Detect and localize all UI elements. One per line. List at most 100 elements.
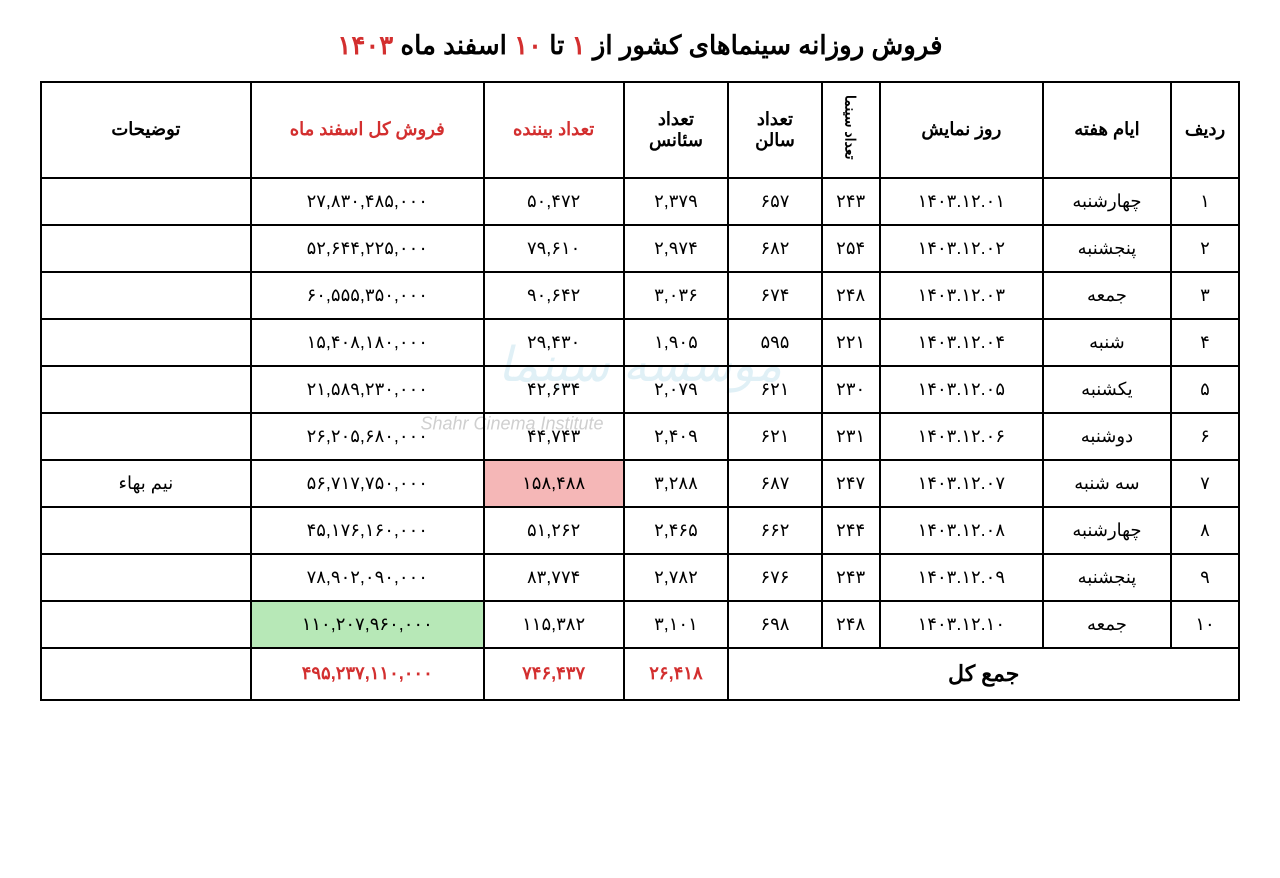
cell-sales: ۵۶,۷۱۷,۷۵۰,۰۰۰ [251, 460, 484, 507]
cell-date: ۱۴۰۳.۱۲.۰۱ [880, 178, 1043, 225]
cell-sales: ۵۲,۶۴۴,۲۲۵,۰۰۰ [251, 225, 484, 272]
cell-date: ۱۴۰۳.۱۲.۰۷ [880, 460, 1043, 507]
cell-notes [41, 225, 251, 272]
cell-sales: ۲۶,۲۰۵,۶۸۰,۰۰۰ [251, 413, 484, 460]
cell-weekday: پنجشنبه [1043, 225, 1171, 272]
title-year: ۱۴۰۳ [337, 30, 393, 60]
table-row: ۱۰جمعه۱۴۰۳.۱۲.۱۰۲۴۸۶۹۸۳,۱۰۱۱۱۵,۳۸۲۱۱۰,۲۰… [41, 601, 1239, 648]
cell-row-num: ۱۰ [1171, 601, 1239, 648]
table-row: ۲پنجشنبه۱۴۰۳.۱۲.۰۲۲۵۴۶۸۲۲,۹۷۴۷۹,۶۱۰۵۲,۶۴… [41, 225, 1239, 272]
cell-date: ۱۴۰۳.۱۲.۰۹ [880, 554, 1043, 601]
cell-row-num: ۵ [1171, 366, 1239, 413]
header-notes: توضیحات [41, 82, 251, 178]
cell-viewer: ۵۱,۲۶۲ [484, 507, 624, 554]
header-cinema-count: تعداد سینما [822, 82, 880, 178]
table-row: ۴شنبه۱۴۰۳.۱۲.۰۴۲۲۱۵۹۵۱,۹۰۵۲۹,۴۳۰۱۵,۴۰۸,۱… [41, 319, 1239, 366]
cell-sales: ۲۷,۸۳۰,۴۸۵,۰۰۰ [251, 178, 484, 225]
cell-viewer: ۱۱۵,۳۸۲ [484, 601, 624, 648]
cell-session: ۳,۱۰۱ [624, 601, 729, 648]
table-row: ۳جمعه۱۴۰۳.۱۲.۰۳۲۴۸۶۷۴۳,۰۳۶۹۰,۶۴۲۶۰,۵۵۵,۳… [41, 272, 1239, 319]
cell-session: ۳,۲۸۸ [624, 460, 729, 507]
cell-sales: ۲۱,۵۸۹,۲۳۰,۰۰۰ [251, 366, 484, 413]
cell-weekday: دوشنبه [1043, 413, 1171, 460]
cell-row-num: ۹ [1171, 554, 1239, 601]
cell-row-num: ۴ [1171, 319, 1239, 366]
cell-session: ۲,۰۷۹ [624, 366, 729, 413]
cell-date: ۱۴۰۳.۱۲.۱۰ [880, 601, 1043, 648]
cell-weekday: سه شنبه [1043, 460, 1171, 507]
table-row: ۸چهارشنبه۱۴۰۳.۱۲.۰۸۲۴۴۶۶۲۲,۴۶۵۵۱,۲۶۲۴۵,۱… [41, 507, 1239, 554]
header-row: ردیف ایام هفته روز نمایش تعداد سینما تعد… [41, 82, 1239, 178]
cell-notes [41, 507, 251, 554]
cell-weekday: چهارشنبه [1043, 178, 1171, 225]
cell-hall: ۶۷۴ [728, 272, 821, 319]
header-weekday: ایام هفته [1043, 82, 1171, 178]
cell-notes [41, 413, 251, 460]
cell-date: ۱۴۰۳.۱۲.۰۲ [880, 225, 1043, 272]
table-row: ۱چهارشنبه۱۴۰۳.۱۲.۰۱۲۴۳۶۵۷۲,۳۷۹۵۰,۴۷۲۲۷,۸… [41, 178, 1239, 225]
header-showdate: روز نمایش [880, 82, 1043, 178]
cell-row-num: ۷ [1171, 460, 1239, 507]
cell-session: ۱,۹۰۵ [624, 319, 729, 366]
title-num10: ۱۰ [514, 30, 542, 60]
cell-hall: ۶۸۲ [728, 225, 821, 272]
cell-notes [41, 178, 251, 225]
page-title: فروش روزانه سینماهای کشور از ۱ تا ۱۰ اسف… [40, 30, 1240, 61]
cell-session: ۲,۴۰۹ [624, 413, 729, 460]
cell-row-num: ۳ [1171, 272, 1239, 319]
cell-row-num: ۲ [1171, 225, 1239, 272]
cell-weekday: پنجشنبه [1043, 554, 1171, 601]
cell-viewer: ۱۵۸,۴۸۸ [484, 460, 624, 507]
cell-hall: ۶۷۶ [728, 554, 821, 601]
cell-viewer: ۸۳,۷۷۴ [484, 554, 624, 601]
cell-weekday: شنبه [1043, 319, 1171, 366]
cell-cinema: ۲۳۰ [822, 366, 880, 413]
header-viewer-count: تعداد بیننده [484, 82, 624, 178]
cell-date: ۱۴۰۳.۱۲.۰۵ [880, 366, 1043, 413]
total-label: جمع کل [728, 648, 1239, 700]
cell-viewer: ۵۰,۴۷۲ [484, 178, 624, 225]
cell-session: ۲,۷۸۲ [624, 554, 729, 601]
total-row: جمع کل ۲۶,۴۱۸ ۷۴۶,۴۳۷ ۴۹۵,۲۳۷,۱۱۰,۰۰۰ [41, 648, 1239, 700]
cell-hall: ۶۲۱ [728, 413, 821, 460]
cell-row-num: ۱ [1171, 178, 1239, 225]
cell-cinema: ۲۴۸ [822, 601, 880, 648]
cell-sales: ۱۵,۴۰۸,۱۸۰,۰۰۰ [251, 319, 484, 366]
cell-row-num: ۸ [1171, 507, 1239, 554]
cell-hall: ۵۹۵ [728, 319, 821, 366]
cell-viewer: ۴۲,۶۳۴ [484, 366, 624, 413]
header-total-sales: فروش کل اسفند ماه [251, 82, 484, 178]
title-mid: تا [542, 30, 572, 60]
cell-cinema: ۲۳۱ [822, 413, 880, 460]
cell-sales: ۴۵,۱۷۶,۱۶۰,۰۰۰ [251, 507, 484, 554]
cell-weekday: جمعه [1043, 601, 1171, 648]
cell-hall: ۶۵۷ [728, 178, 821, 225]
cell-notes [41, 319, 251, 366]
cell-sales: ۶۰,۵۵۵,۳۵۰,۰۰۰ [251, 272, 484, 319]
total-sales: ۴۹۵,۲۳۷,۱۱۰,۰۰۰ [251, 648, 484, 700]
cell-notes: نیم بهاء [41, 460, 251, 507]
cell-viewer: ۲۹,۴۳۰ [484, 319, 624, 366]
header-hall-count: تعداد سالن [728, 82, 821, 178]
title-num1: ۱ [572, 30, 586, 60]
table-row: ۹پنجشنبه۱۴۰۳.۱۲.۰۹۲۴۳۶۷۶۲,۷۸۲۸۳,۷۷۴۷۸,۹۰… [41, 554, 1239, 601]
cell-hall: ۶۲۱ [728, 366, 821, 413]
cell-sales: ۱۱۰,۲۰۷,۹۶۰,۰۰۰ [251, 601, 484, 648]
cell-viewer: ۹۰,۶۴۲ [484, 272, 624, 319]
cell-weekday: چهارشنبه [1043, 507, 1171, 554]
cell-hall: ۶۸۷ [728, 460, 821, 507]
cell-session: ۳,۰۳۶ [624, 272, 729, 319]
cell-date: ۱۴۰۳.۱۲.۰۶ [880, 413, 1043, 460]
title-prefix: فروش روزانه سینماهای کشور از [586, 30, 943, 60]
cell-notes [41, 366, 251, 413]
cell-sales: ۷۸,۹۰۲,۰۹۰,۰۰۰ [251, 554, 484, 601]
total-session: ۲۶,۴۱۸ [624, 648, 729, 700]
table-row: ۶دوشنبه۱۴۰۳.۱۲.۰۶۲۳۱۶۲۱۲,۴۰۹۴۴,۷۴۳۲۶,۲۰۵… [41, 413, 1239, 460]
table-row: ۵یکشنبه۱۴۰۳.۱۲.۰۵۲۳۰۶۲۱۲,۰۷۹۴۲,۶۳۴۲۱,۵۸۹… [41, 366, 1239, 413]
cell-row-num: ۶ [1171, 413, 1239, 460]
cell-notes [41, 601, 251, 648]
total-viewer: ۷۴۶,۴۳۷ [484, 648, 624, 700]
cell-hall: ۶۶۲ [728, 507, 821, 554]
sales-table: ردیف ایام هفته روز نمایش تعداد سینما تعد… [40, 81, 1240, 701]
cell-session: ۲,۳۷۹ [624, 178, 729, 225]
